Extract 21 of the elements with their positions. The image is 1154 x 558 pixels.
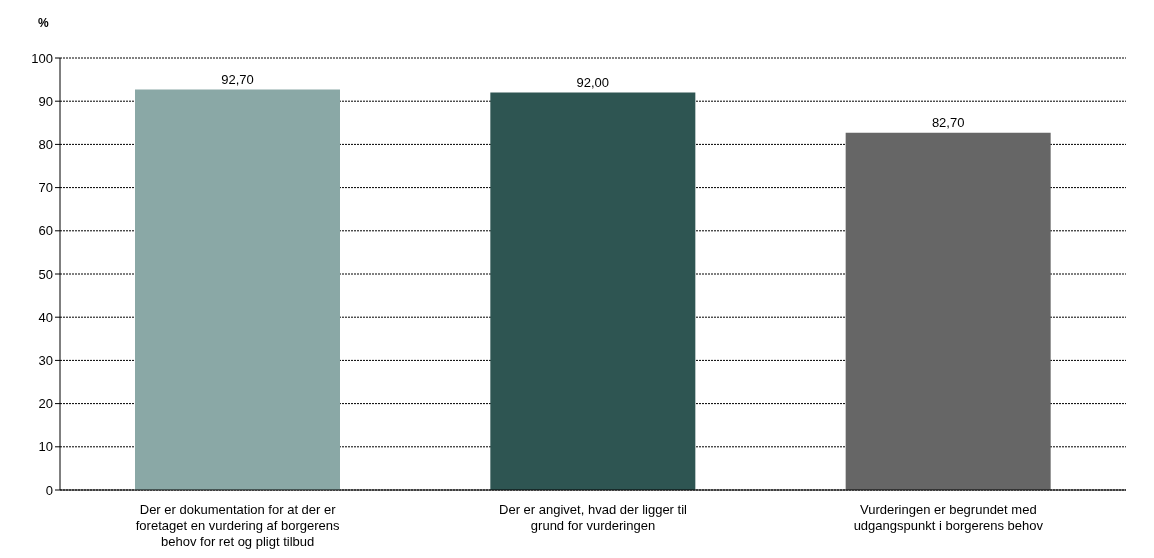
y-tick-label: 80	[38, 137, 53, 153]
x-tick-label: Vurderingen er begrundet med udgangspunkt i borgerens behov	[853, 502, 1044, 533]
y-tick-label: 10	[38, 439, 53, 455]
bar	[135, 89, 340, 490]
y-tick-label: 60	[38, 223, 53, 239]
y-tick-label: 40	[38, 309, 53, 325]
data-label: 82,70	[931, 114, 965, 130]
bar	[490, 92, 696, 490]
y-tick-label: 50	[38, 266, 53, 282]
y-tick-label: 70	[38, 180, 53, 196]
x-tick-label: Der er angivet, hvad der ligger til grund for vurderingen	[499, 502, 688, 533]
data-label: 92,70	[221, 71, 254, 87]
x-tick-label: Der er dokumentation for at der er foretaget en vurdering af borgerens behov for ret og pligt tilbud	[135, 502, 341, 549]
y-tick-label: 0	[45, 482, 53, 498]
y-axis-title: %	[38, 16, 49, 30]
y-tick-label: 20	[38, 396, 53, 412]
bar	[845, 132, 1051, 490]
y-tick-label: 100	[31, 50, 53, 66]
data-label: 92,00	[576, 74, 610, 90]
y-tick-label: 30	[38, 353, 53, 369]
y-tick-label: 90	[38, 93, 53, 109]
